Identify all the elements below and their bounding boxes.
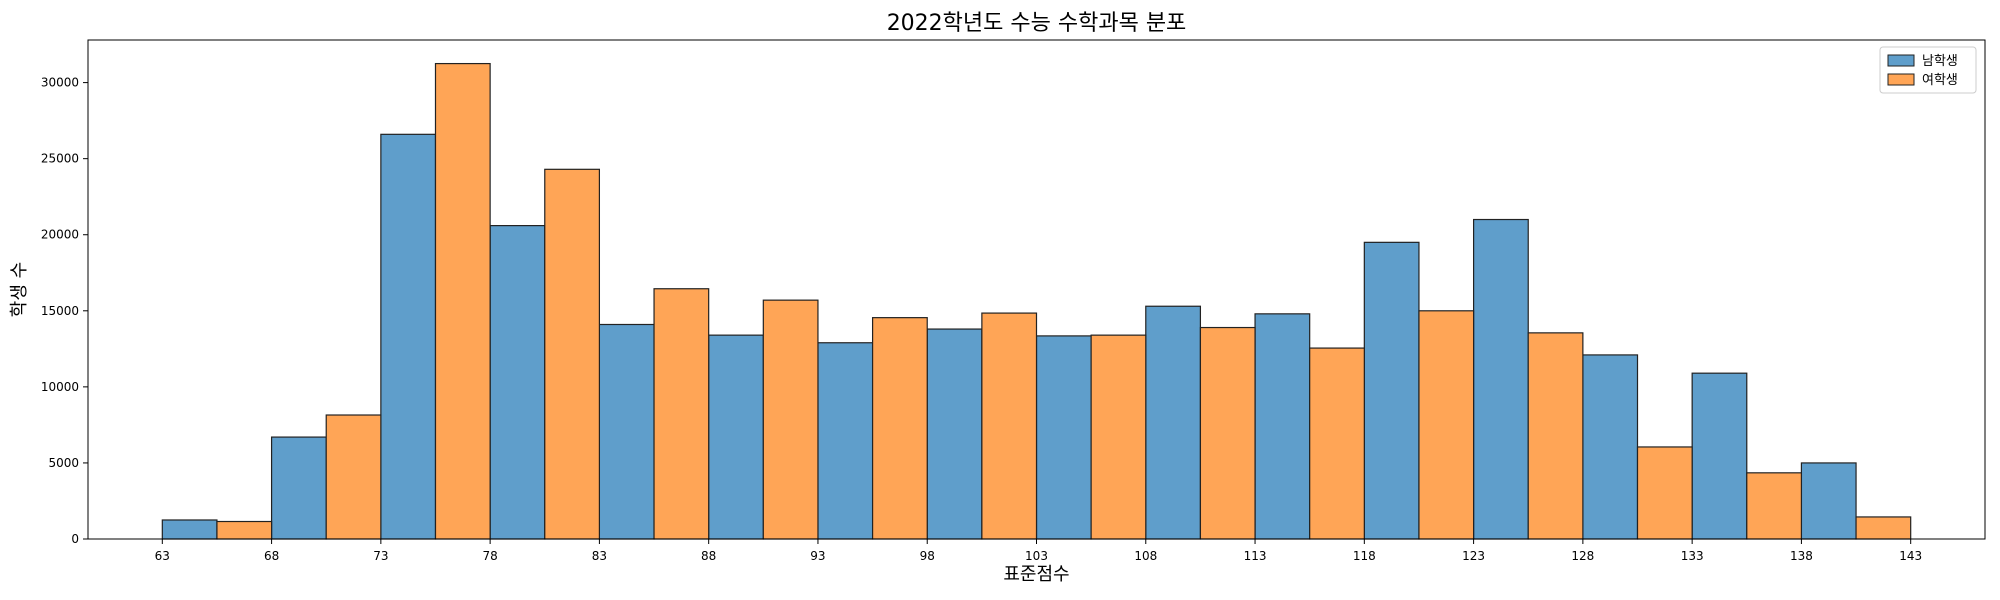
x-tick-label: 98 xyxy=(920,549,935,563)
x-tick-label: 68 xyxy=(264,549,279,563)
y-tick-label: 10000 xyxy=(41,380,79,394)
bar-series2-bin-128 xyxy=(1636,446,1693,540)
x-tick-label: 103 xyxy=(1025,549,1048,563)
bar-series2-bin-98 xyxy=(981,312,1038,540)
bar-series2-bin-118 xyxy=(1418,310,1475,540)
x-axis: 63 68 73 78 83 88 93 98 103 108 113 118 123 128 133 138… xyxy=(155,539,1922,563)
bar-series1-bin-88 xyxy=(708,334,764,540)
bar-series1-bin-133 xyxy=(1691,372,1748,540)
x-tick-label: 63 xyxy=(155,549,170,563)
bar-series1-bin-78 xyxy=(489,225,546,540)
x-tick-label: 113 xyxy=(1244,549,1267,563)
y-axis: 0 5000 10000 15000 20000 25000 30000 xyxy=(41,76,88,546)
bar-series2-bin-63 xyxy=(216,520,273,540)
x-tick-label: 128 xyxy=(1571,549,1594,563)
y-tick-label: 0 xyxy=(71,532,79,546)
y-tick-label: 5000 xyxy=(48,456,79,470)
bar-series1-bin-118 xyxy=(1363,241,1420,540)
bar-series2-bin-78 xyxy=(544,168,601,540)
bar-series1-bin-83 xyxy=(598,323,655,540)
bar-series2-bin-73 xyxy=(434,62,491,540)
legend-swatch-2 xyxy=(1887,73,1915,86)
chart-title: 2022학년도 수능 수학과목 분포 xyxy=(887,11,1187,36)
bar-series1-bin-63 xyxy=(161,519,218,540)
bar-series2-bin-113 xyxy=(1309,347,1365,540)
bar-series1-bin-123 xyxy=(1472,218,1529,540)
bar-series2-bin-103 xyxy=(1090,334,1147,540)
bar-series2-bin-93 xyxy=(871,317,928,540)
bar-series1-bin-138 xyxy=(1800,462,1857,540)
y-tick-label: 25000 xyxy=(41,152,79,166)
y-tick-label: 15000 xyxy=(41,304,79,318)
bar-series2-bin-138 xyxy=(1855,516,1912,540)
bar-series1-bin-68 xyxy=(270,436,327,540)
legend-label-1: 남학생 xyxy=(1922,54,1958,69)
bar-series1-bin-73 xyxy=(380,133,437,540)
bar-series2-bin-123 xyxy=(1527,332,1584,540)
x-tick-label: 108 xyxy=(1134,549,1157,563)
bar-series2-bin-68 xyxy=(325,414,382,540)
y-tick-label: 30000 xyxy=(41,76,79,90)
bar-series2-bin-83 xyxy=(653,288,710,540)
x-tick-label: 118 xyxy=(1353,549,1376,563)
x-axis-label: 표준점수 xyxy=(1003,564,1069,585)
bar-series1-bin-113 xyxy=(1254,313,1311,540)
legend-swatch-1 xyxy=(1887,54,1915,67)
x-tick-label: 73 xyxy=(373,549,388,563)
bar-series2-bin-108 xyxy=(1199,326,1256,540)
bar-series1-bin-98 xyxy=(926,328,983,540)
x-tick-label: 88 xyxy=(701,549,716,563)
bar-series2-bin-133 xyxy=(1746,472,1803,540)
bars-layer xyxy=(161,62,1912,540)
bar-series1-bin-93 xyxy=(817,342,874,540)
x-tick-label: 83 xyxy=(592,549,607,563)
x-tick-label: 133 xyxy=(1681,549,1704,563)
bar-series1-bin-103 xyxy=(1035,335,1092,540)
bar-series2-bin-88 xyxy=(762,299,819,540)
x-tick-label: 78 xyxy=(482,549,497,563)
y-axis-label: 학생 수 xyxy=(9,262,30,317)
y-tick-label: 20000 xyxy=(41,228,79,242)
bar-series1-bin-128 xyxy=(1582,354,1639,540)
x-tick-label: 123 xyxy=(1462,549,1485,563)
legend-label-2: 여학생 xyxy=(1922,73,1958,88)
x-tick-label: 93 xyxy=(810,549,825,563)
x-tick-label: 143 xyxy=(1899,549,1922,563)
x-tick-label: 138 xyxy=(1790,549,1813,563)
bar-series1-bin-108 xyxy=(1145,305,1202,540)
